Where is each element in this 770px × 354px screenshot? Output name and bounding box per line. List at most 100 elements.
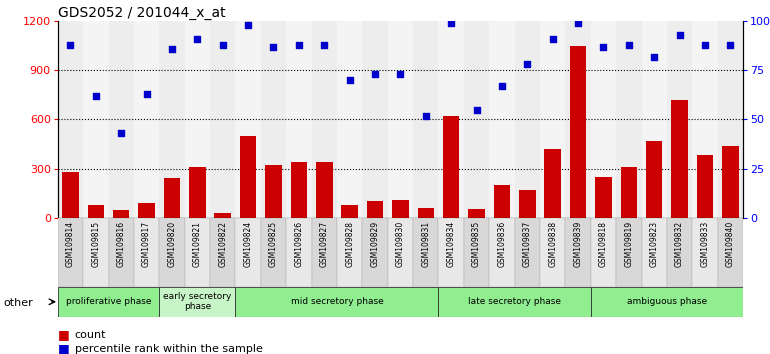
- Bar: [312, 21, 337, 218]
- Text: GSM109824: GSM109824: [243, 221, 253, 267]
- Text: GSM109817: GSM109817: [142, 221, 151, 267]
- Point: [191, 36, 203, 42]
- Text: GSM109830: GSM109830: [396, 221, 405, 267]
- Point: [166, 46, 178, 52]
- Text: GSM109827: GSM109827: [320, 221, 329, 267]
- Bar: [113, 210, 129, 218]
- Text: ■: ■: [58, 342, 69, 354]
- Bar: [236, 218, 261, 287]
- Bar: [265, 165, 282, 218]
- Bar: [438, 287, 591, 317]
- Text: GSM109837: GSM109837: [523, 221, 532, 267]
- Bar: [62, 172, 79, 218]
- Bar: [570, 46, 586, 218]
- Point: [216, 42, 229, 48]
- Bar: [210, 21, 236, 218]
- Bar: [185, 21, 210, 218]
- Point: [64, 42, 76, 48]
- Bar: [621, 167, 637, 218]
- Bar: [337, 218, 363, 287]
- Bar: [692, 21, 718, 218]
- Point: [267, 44, 280, 50]
- Point: [623, 42, 635, 48]
- Text: GSM109814: GSM109814: [66, 221, 75, 267]
- Bar: [363, 218, 388, 287]
- Point: [343, 77, 356, 83]
- Text: GSM109825: GSM109825: [269, 221, 278, 267]
- Bar: [514, 218, 540, 287]
- Bar: [134, 218, 159, 287]
- Bar: [540, 21, 565, 218]
- Bar: [591, 287, 743, 317]
- Bar: [159, 287, 236, 317]
- Bar: [667, 21, 692, 218]
- Bar: [58, 218, 83, 287]
- Bar: [392, 200, 409, 218]
- Bar: [595, 177, 611, 218]
- Point: [293, 42, 305, 48]
- Bar: [667, 218, 692, 287]
- Bar: [189, 167, 206, 218]
- Text: GSM109835: GSM109835: [472, 221, 481, 267]
- Bar: [443, 116, 460, 218]
- Text: GSM109829: GSM109829: [370, 221, 380, 267]
- Bar: [58, 287, 159, 317]
- Bar: [215, 213, 231, 218]
- Bar: [565, 218, 591, 287]
- Bar: [159, 218, 185, 287]
- Text: GSM109815: GSM109815: [92, 221, 100, 267]
- Point: [318, 42, 330, 48]
- Text: GSM109838: GSM109838: [548, 221, 557, 267]
- Bar: [316, 162, 333, 218]
- Bar: [134, 21, 159, 218]
- Bar: [489, 21, 514, 218]
- Text: GSM109821: GSM109821: [192, 221, 202, 267]
- Text: ambiguous phase: ambiguous phase: [627, 297, 707, 306]
- Bar: [236, 21, 261, 218]
- Bar: [641, 21, 667, 218]
- Bar: [565, 21, 591, 218]
- Bar: [290, 162, 307, 218]
- Bar: [616, 21, 641, 218]
- Text: mid secretory phase: mid secretory phase: [290, 297, 383, 306]
- Text: GSM109822: GSM109822: [218, 221, 227, 267]
- Text: GSM109832: GSM109832: [675, 221, 684, 267]
- Bar: [591, 21, 616, 218]
- Bar: [417, 208, 434, 218]
- Bar: [438, 21, 464, 218]
- Bar: [641, 218, 667, 287]
- Bar: [261, 218, 286, 287]
- Point: [242, 22, 254, 28]
- Text: count: count: [75, 330, 106, 339]
- Bar: [210, 218, 236, 287]
- Text: GSM109834: GSM109834: [447, 221, 456, 267]
- Bar: [109, 218, 134, 287]
- Bar: [514, 21, 540, 218]
- Bar: [468, 209, 485, 218]
- Text: GSM109828: GSM109828: [345, 221, 354, 267]
- Bar: [697, 155, 713, 218]
- Point: [521, 62, 534, 67]
- Text: proliferative phase: proliferative phase: [65, 297, 151, 306]
- Bar: [722, 146, 738, 218]
- Text: GSM109819: GSM109819: [624, 221, 634, 267]
- Text: GSM109826: GSM109826: [294, 221, 303, 267]
- Bar: [286, 21, 312, 218]
- Bar: [109, 21, 134, 218]
- Bar: [83, 21, 109, 218]
- Text: GSM109836: GSM109836: [497, 221, 507, 267]
- Text: GSM109831: GSM109831: [421, 221, 430, 267]
- Bar: [464, 218, 489, 287]
- Point: [648, 54, 661, 59]
- Text: early secretory
phase: early secretory phase: [163, 292, 232, 312]
- Bar: [341, 205, 358, 218]
- Bar: [363, 21, 388, 218]
- Bar: [413, 21, 438, 218]
- Bar: [413, 218, 438, 287]
- Bar: [671, 100, 688, 218]
- Point: [140, 91, 152, 97]
- Bar: [367, 201, 383, 218]
- Text: GSM109839: GSM109839: [574, 221, 583, 267]
- Point: [496, 83, 508, 89]
- Point: [89, 93, 102, 99]
